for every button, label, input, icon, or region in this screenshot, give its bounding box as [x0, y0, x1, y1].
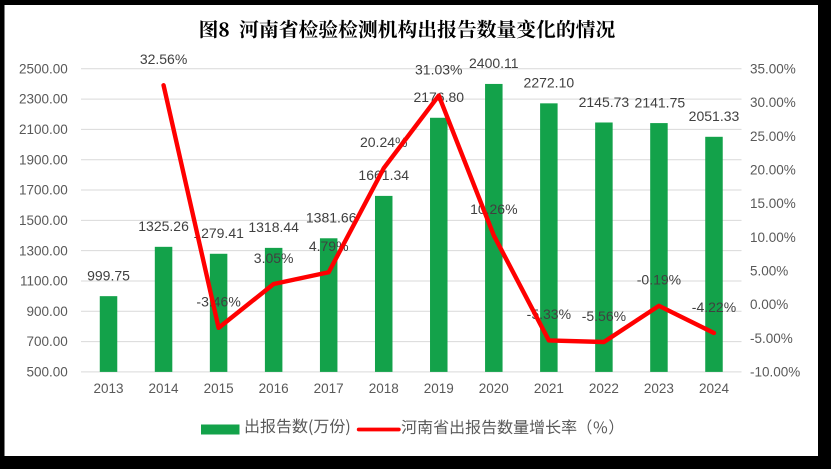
- svg-text:2022: 2022: [589, 381, 619, 396]
- svg-text:1900.00: 1900.00: [19, 152, 68, 167]
- svg-text:1661.34: 1661.34: [358, 167, 409, 183]
- svg-text:2023: 2023: [644, 381, 674, 396]
- svg-text:2272.10: 2272.10: [524, 75, 575, 91]
- svg-text:2017: 2017: [314, 381, 344, 396]
- svg-text:2024: 2024: [699, 381, 730, 396]
- svg-text:2020: 2020: [479, 381, 509, 396]
- svg-text:32.56%: 32.56%: [140, 51, 187, 67]
- svg-text:2015: 2015: [204, 381, 234, 396]
- svg-text:1279.41: 1279.41: [193, 225, 244, 241]
- svg-text:3.05%: 3.05%: [254, 250, 294, 266]
- svg-text:10.00%: 10.00%: [750, 230, 796, 245]
- svg-text:2021: 2021: [534, 381, 564, 396]
- svg-text:2141.75: 2141.75: [635, 94, 686, 110]
- svg-text:1318.44: 1318.44: [248, 219, 299, 235]
- svg-text:2016: 2016: [259, 381, 289, 396]
- svg-text:900.00: 900.00: [27, 304, 68, 319]
- svg-text:1100.00: 1100.00: [20, 274, 68, 289]
- svg-text:700.00: 700.00: [27, 334, 68, 349]
- svg-text:-10.00%: -10.00%: [750, 365, 800, 380]
- svg-text:0.00%: 0.00%: [750, 297, 788, 312]
- svg-text:-5.00%: -5.00%: [750, 331, 793, 346]
- svg-text:-5.56%: -5.56%: [582, 308, 626, 324]
- svg-text:1700.00: 1700.00: [19, 183, 68, 198]
- svg-text:1500.00: 1500.00: [19, 213, 68, 228]
- svg-text:2400.11: 2400.11: [469, 55, 519, 71]
- svg-text:2145.73: 2145.73: [579, 94, 630, 110]
- svg-text:2100.00: 2100.00: [19, 122, 68, 137]
- svg-text:2014: 2014: [149, 381, 180, 396]
- svg-text:2300.00: 2300.00: [19, 92, 68, 107]
- svg-text:31.03%: 31.03%: [415, 61, 462, 77]
- svg-text:35.00%: 35.00%: [750, 61, 796, 76]
- svg-text:20.24%: 20.24%: [360, 134, 407, 150]
- svg-text:-4.22%: -4.22%: [692, 299, 736, 315]
- svg-text:30.00%: 30.00%: [750, 95, 796, 110]
- svg-text:999.75: 999.75: [87, 267, 130, 283]
- svg-text:10.26%: 10.26%: [470, 201, 517, 217]
- svg-text:20.00%: 20.00%: [750, 162, 796, 177]
- svg-text:2051.33: 2051.33: [689, 108, 740, 124]
- svg-text:5.00%: 5.00%: [750, 263, 788, 278]
- svg-text:1325.26: 1325.26: [138, 218, 189, 234]
- svg-text:2500.00: 2500.00: [19, 61, 68, 76]
- svg-text:500.00: 500.00: [27, 365, 68, 380]
- svg-text:2019: 2019: [424, 381, 454, 396]
- svg-text:2013: 2013: [93, 381, 123, 396]
- svg-text:2018: 2018: [369, 381, 399, 396]
- svg-text:25.00%: 25.00%: [750, 129, 796, 144]
- svg-text:-0.19%: -0.19%: [637, 272, 681, 288]
- svg-text:-3.46%: -3.46%: [196, 294, 240, 310]
- svg-text:1381.66: 1381.66: [306, 210, 357, 226]
- svg-text:1300.00: 1300.00: [19, 243, 68, 258]
- svg-text:15.00%: 15.00%: [750, 196, 796, 211]
